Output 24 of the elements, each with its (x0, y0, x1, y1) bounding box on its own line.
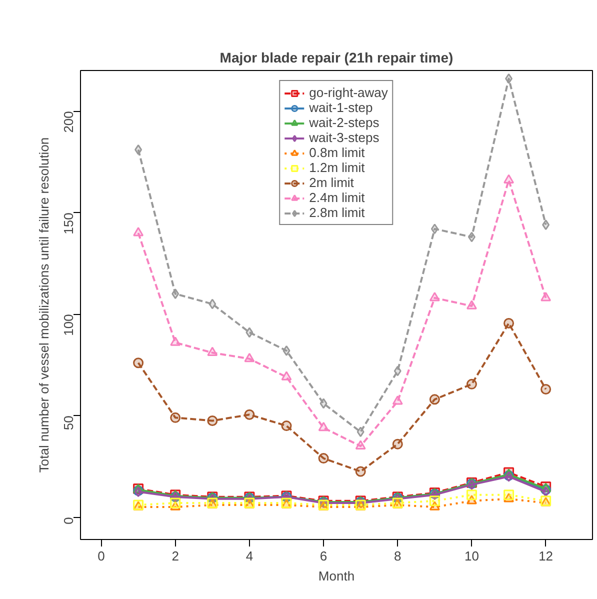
legend-label: 1.2m limit (309, 160, 365, 175)
x-tick-label: 4 (246, 548, 254, 564)
y-tick-label: 200 (61, 111, 76, 133)
legend-label: 2.8m limit (309, 205, 365, 220)
x-tick-label: 2 (172, 548, 179, 564)
x-tick-label: 6 (320, 548, 328, 564)
y-tick-label: 150 (61, 212, 76, 234)
x-tick-label: 12 (538, 548, 554, 564)
y-tick-label: 0 (61, 517, 76, 524)
legend-label: go-right-away (309, 85, 388, 100)
legend-label: 2m limit (309, 175, 354, 190)
x-tick-label: 0 (98, 548, 105, 564)
x-tick-label: 10 (464, 548, 479, 564)
y-tick-label: 100 (61, 314, 76, 336)
legend-label: wait-2-steps (309, 115, 380, 130)
legend-label: 0.8m limit (309, 145, 365, 160)
legend-label: wait-3-steps (309, 130, 380, 145)
legend-label: wait-1-step (309, 100, 373, 115)
legend-label: 2.4m limit (309, 190, 365, 205)
x-tick-label: 8 (394, 548, 402, 564)
y-axis-title: Total number of vessel mobilizations until failure resolution (36, 137, 52, 473)
y-tick-label: 50 (61, 416, 76, 430)
x-axis-title: Month (318, 568, 355, 584)
chart-title: Major blade repair (21h repair time) (220, 50, 454, 66)
